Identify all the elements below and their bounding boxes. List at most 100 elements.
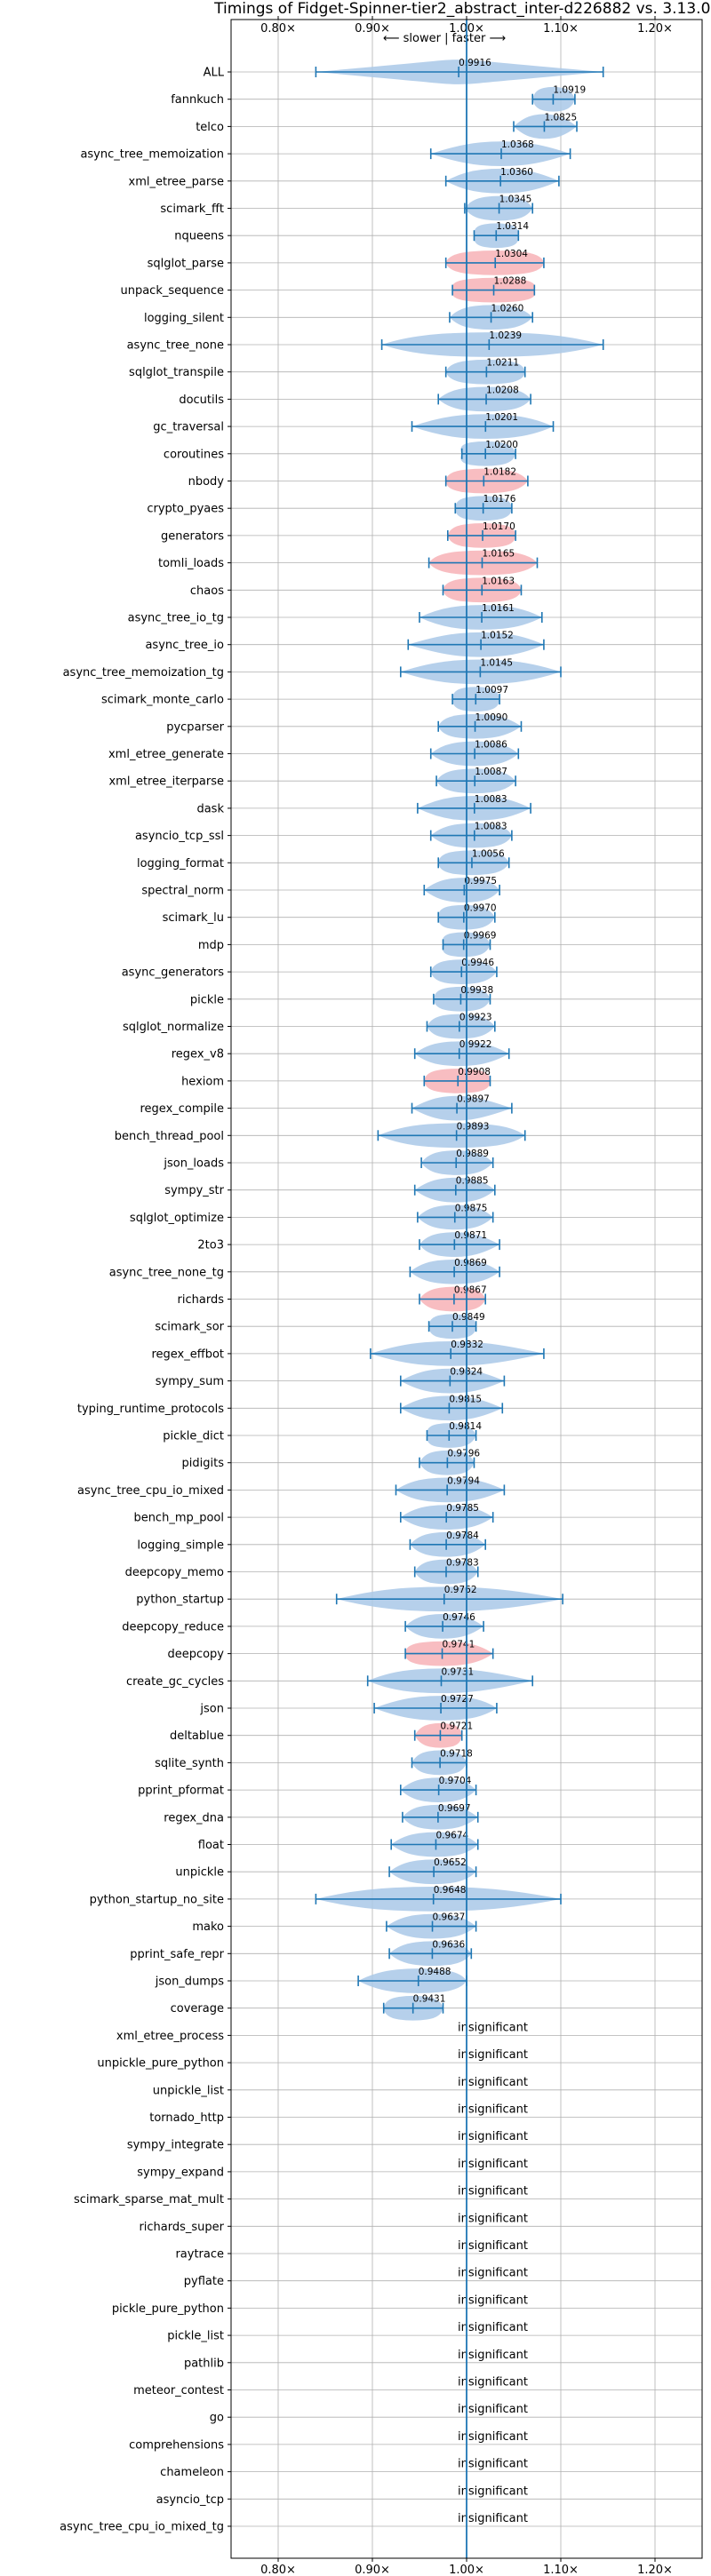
benchmark-row: typing_runtime_protocols 0.9815 bbox=[77, 1394, 504, 1421]
benchmark-label: pycparser bbox=[166, 720, 224, 734]
benchmark-label: deepcopy_memo bbox=[125, 1566, 224, 1579]
benchmark-label: async_tree_memoization_tg bbox=[63, 666, 224, 680]
benchmark-label: pyflate bbox=[184, 2275, 224, 2288]
benchmark-row: unpickle 0.9652 bbox=[175, 1857, 477, 1885]
benchmark-row: sympy_sum0.9824 bbox=[156, 1367, 506, 1394]
mean-value-label: 0.9783 bbox=[446, 1558, 479, 1569]
benchmark-label: raytrace bbox=[175, 2248, 224, 2262]
benchmark-row: regex_v8 0.9922 bbox=[172, 1039, 510, 1067]
benchmark-row: async_tree_none 1.0239 bbox=[127, 330, 604, 357]
mean-value-label: 0.9893 bbox=[457, 1121, 490, 1132]
mean-value-label: 1.0345 bbox=[499, 195, 532, 205]
benchmark-row: scimark_fft 1.0345 bbox=[160, 195, 534, 221]
benchmark-row: pycparser 1.0090 bbox=[166, 712, 523, 739]
x-tick-label-bottom: 1.00× bbox=[449, 2564, 484, 2576]
benchmark-label: scimark_sor bbox=[155, 1321, 224, 1334]
insignificant-label: insignificant bbox=[458, 2103, 528, 2117]
benchmark-label: mako bbox=[192, 1920, 224, 1934]
benchmark-row: mdp 0.9969 bbox=[198, 930, 496, 958]
mean-value-label: 1.0086 bbox=[475, 740, 507, 751]
benchmark-label: unpickle_pure_python bbox=[97, 2057, 224, 2071]
benchmark-row: richards_super insignificant bbox=[139, 2212, 528, 2234]
insignificant-label: insignificant bbox=[458, 2130, 528, 2143]
benchmark-row: json_loads 0.9889 bbox=[163, 1149, 494, 1175]
benchmark-label: python_startup_no_site bbox=[90, 1893, 224, 1906]
benchmark-row: sqlglot_normalize 0.9923 bbox=[123, 1013, 496, 1039]
benchmark-label: meteor_contest bbox=[133, 2384, 224, 2397]
benchmark-label: hexiom bbox=[181, 1075, 224, 1088]
benchmark-label: regex_compile bbox=[140, 1102, 224, 1116]
x-tick-label-top: 0.90× bbox=[355, 22, 390, 36]
benchmark-row: pickle_list insignificant bbox=[167, 2321, 528, 2343]
insignificant-label: insignificant bbox=[458, 2376, 528, 2389]
benchmark-label: sqlglot_parse bbox=[148, 257, 224, 270]
mean-value-label: 0.9970 bbox=[464, 903, 497, 914]
benchmark-label: sympy_integrate bbox=[127, 2139, 224, 2152]
benchmark-label: chameleon bbox=[160, 2466, 224, 2479]
benchmark-label: coroutines bbox=[164, 448, 224, 461]
benchmark-row: fannkuch 1.0919 bbox=[171, 85, 586, 112]
benchmark-label: asyncio_tcp bbox=[156, 2493, 224, 2507]
benchmark-row: dask 1.0083 bbox=[196, 794, 531, 821]
mean-value-label: 1.0919 bbox=[553, 85, 586, 96]
benchmark-label: pickle_dict bbox=[163, 1430, 224, 1443]
mean-value-label: 0.9849 bbox=[452, 1312, 485, 1323]
benchmark-row: deltablue 0.9721 bbox=[170, 1721, 473, 1748]
benchmark-label: unpickle_list bbox=[153, 2084, 224, 2097]
mean-value-label: 1.0201 bbox=[485, 412, 518, 423]
mean-value-label: 0.9938 bbox=[460, 985, 493, 996]
benchmark-row: json 0.9727 bbox=[199, 1694, 498, 1721]
benchmark-label: coverage bbox=[171, 2002, 224, 2015]
benchmark-label: regex_effbot bbox=[151, 1348, 224, 1361]
benchmark-label: scimark_sparse_mat_mult bbox=[74, 2193, 224, 2206]
benchmark-label: logging_silent bbox=[144, 312, 224, 325]
benchmark-row: sympy_str 0.9885 bbox=[164, 1176, 496, 1203]
benchmark-label: dask bbox=[196, 802, 224, 815]
benchmark-label: asyncio_tcp_ssl bbox=[135, 830, 224, 843]
mean-value-label: 1.0090 bbox=[475, 712, 508, 723]
benchmark-row: json_dumps 0.9488 bbox=[155, 1967, 467, 1993]
benchmark-label: typing_runtime_protocols bbox=[77, 1403, 224, 1416]
mean-value-label: 0.9946 bbox=[461, 958, 494, 968]
mean-value-label: 0.9785 bbox=[446, 1503, 479, 1514]
insignificant-label: insignificant bbox=[458, 2185, 528, 2198]
mean-value-label: 0.9674 bbox=[435, 1831, 468, 1841]
benchmark-row: logging_simple 0.9784 bbox=[137, 1530, 487, 1557]
mean-value-label: 0.9796 bbox=[447, 1449, 480, 1459]
benchmark-label: xml_etree_iterparse bbox=[108, 775, 224, 789]
mean-value-label: 0.9746 bbox=[443, 1612, 475, 1623]
benchmark-label: python_startup bbox=[136, 1594, 224, 1607]
benchmark-row: xml_etree_parse 1.0360 bbox=[129, 167, 560, 194]
mean-value-label: 0.9922 bbox=[459, 1039, 492, 1050]
x-tick-label-bottom: 1.10× bbox=[543, 2564, 579, 2576]
benchmark-label: sqlite_synth bbox=[155, 1757, 224, 1770]
benchmark-label: async_tree_none_tg bbox=[109, 1266, 224, 1279]
chart-title: Timings of Fidget-Spinner-tier2_abstract… bbox=[213, 0, 711, 18]
benchmark-row: sqlglot_transpile 1.0211 bbox=[129, 358, 526, 385]
benchmark-row: async_tree_io_tg 1.0161 bbox=[128, 603, 543, 630]
benchmark-row: async_tree_memoization_tg 1.0145 bbox=[63, 657, 562, 685]
mean-value-label: 1.0152 bbox=[481, 631, 514, 641]
insignificant-label: insignificant bbox=[458, 2403, 528, 2416]
benchmark-row: telco 1.0825 bbox=[196, 112, 578, 139]
mean-value-label: 0.9727 bbox=[441, 1694, 474, 1705]
benchmark-row: pickle 0.9938 bbox=[190, 985, 493, 1012]
mean-value-label: 0.9431 bbox=[413, 1994, 446, 2005]
benchmark-label: pprint_safe_repr bbox=[130, 1948, 224, 1961]
insignificant-label: insignificant bbox=[458, 2349, 528, 2362]
benchmark-label: sympy_str bbox=[164, 1184, 224, 1197]
benchmark-label: mdp bbox=[198, 939, 224, 952]
benchmark-row: asyncio_tcp_ssl 1.0083 bbox=[135, 822, 513, 848]
insignificant-label: insignificant bbox=[458, 2512, 528, 2525]
mean-value-label: 0.9697 bbox=[438, 1803, 471, 1814]
benchmark-label: unpack_sequence bbox=[120, 284, 224, 298]
mean-value-label: 1.0083 bbox=[475, 794, 507, 805]
benchmark-row: crypto_pyaes 1.0176 bbox=[147, 494, 516, 521]
benchmark-row: xml_etree_process insignificant bbox=[116, 2021, 528, 2043]
benchmark-label: pidigits bbox=[182, 1457, 225, 1470]
mean-value-label: 1.0097 bbox=[475, 685, 508, 696]
benchmark-row: gc_traversal 1.0201 bbox=[153, 412, 555, 439]
insignificant-label: insignificant bbox=[458, 2076, 528, 2089]
benchmark-row: async_tree_none_tg 0.9869 bbox=[109, 1258, 500, 1284]
mean-value-label: 1.0239 bbox=[489, 330, 522, 341]
